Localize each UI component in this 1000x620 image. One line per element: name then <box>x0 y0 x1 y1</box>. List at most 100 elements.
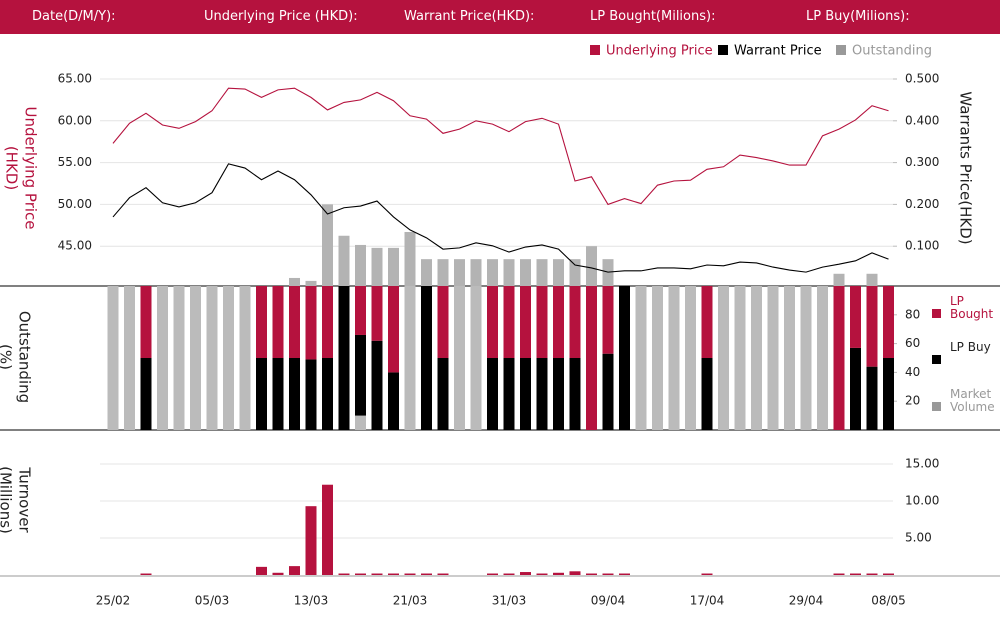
tick-label: 60 <box>905 336 920 350</box>
header-field: LP Bought(Milions): <box>590 9 716 24</box>
legend-label: Underlying Price <box>606 44 713 59</box>
price-line <box>112 87 889 206</box>
x-tick-label: 09/04 <box>591 594 626 608</box>
axis-label: (%) <box>0 344 15 370</box>
stack-segment <box>503 358 515 430</box>
stack-segment <box>767 286 779 430</box>
stack-segment <box>652 286 663 430</box>
stack-segment <box>602 353 614 430</box>
x-tick-label: 25/02 <box>96 594 131 608</box>
tick-label: 10.00 <box>905 494 939 508</box>
outstanding-bar <box>833 273 845 288</box>
tick-label: 40 <box>905 365 920 379</box>
x-tick-label: 29/04 <box>789 594 824 608</box>
legend-label: LP Bought <box>950 294 994 321</box>
stack-segment <box>470 286 482 430</box>
stack-segment <box>520 358 531 430</box>
x-tick-label: 08/05 <box>871 594 906 608</box>
header-bar: Date(D/M/Y): Underlying Price (HKD): War… <box>0 0 1000 34</box>
stack-segment <box>256 286 267 358</box>
turnover-bar <box>883 573 894 575</box>
turnover-bar <box>520 572 531 575</box>
outstanding-bar <box>470 259 482 288</box>
outstanding-bar <box>536 259 548 288</box>
turnover-bar <box>289 566 300 575</box>
turnover-bar <box>701 573 713 575</box>
outstanding-bar <box>586 246 597 288</box>
outstanding-bar <box>503 259 515 288</box>
stack-segment <box>569 286 581 358</box>
outstanding-bar <box>866 273 878 288</box>
outstanding-bar <box>338 235 350 288</box>
outstanding-bar <box>602 259 614 288</box>
outstanding-bar <box>553 259 564 288</box>
stack-segment <box>866 286 878 367</box>
turnover-bar <box>569 571 581 575</box>
stack-segment <box>355 415 366 430</box>
stack-segment <box>866 366 878 430</box>
outstanding-bar <box>305 280 317 288</box>
stack-segment <box>850 286 861 348</box>
stack-segment <box>833 286 845 430</box>
tick-label: 0.100 <box>905 239 939 253</box>
legend-swatch <box>932 309 941 318</box>
turnover-bar <box>404 573 416 575</box>
x-tick-label: 17/04 <box>690 594 725 608</box>
outstanding-bar <box>322 204 333 288</box>
stack-segment <box>602 286 614 354</box>
stack-segment <box>140 286 152 358</box>
stack-segment <box>107 286 119 430</box>
legend-swatch <box>836 45 846 55</box>
legend-swatch <box>718 45 728 55</box>
tick-label: 45.00 <box>58 239 92 253</box>
turnover-bar <box>140 573 152 575</box>
stack-segment <box>635 286 647 430</box>
axis-label: Turnover <box>16 466 34 533</box>
stack-segment <box>553 286 564 358</box>
stack-segment <box>272 358 284 430</box>
stack-segment <box>553 358 564 430</box>
stack-segment <box>272 286 284 358</box>
stack-segment <box>536 358 548 430</box>
tick-label: 0.500 <box>905 72 939 86</box>
axis-label: (Millions) <box>0 466 15 534</box>
tick-label: 60.00 <box>58 113 92 127</box>
stack-segment <box>289 286 300 358</box>
stack-segment <box>206 286 218 430</box>
turnover-bar <box>272 572 284 575</box>
stack-segment <box>668 286 680 430</box>
x-tick-label: 21/03 <box>393 594 428 608</box>
axis-label: (HKD) <box>3 146 21 190</box>
turnover-bar <box>602 573 614 575</box>
header-field: Underlying Price (HKD): <box>204 9 358 24</box>
tick-label: 65.00 <box>58 72 92 86</box>
stack-segment <box>883 358 894 430</box>
stack-segment <box>124 286 135 430</box>
stack-segment <box>734 286 746 430</box>
tick-label: 55.00 <box>58 155 92 169</box>
stack-segment <box>520 286 531 358</box>
turnover-bar <box>503 573 515 575</box>
stack-segment <box>239 286 251 430</box>
stack-segment <box>701 358 713 430</box>
legend-swatch <box>932 402 941 411</box>
outstanding-bar <box>437 259 449 288</box>
legend-label: Market Volume <box>950 387 995 414</box>
stack-segment <box>685 286 696 430</box>
header-field: LP Buy(Milions): <box>806 9 910 24</box>
x-tick-label: 05/03 <box>195 594 230 608</box>
stack-segment <box>437 286 449 358</box>
stack-segment <box>784 286 795 430</box>
turnover-bar <box>305 506 317 575</box>
stack-segment <box>256 358 267 430</box>
legend-label: LP Buy <box>950 340 991 354</box>
stack-segment <box>305 359 317 430</box>
stack-segment <box>173 286 185 430</box>
tick-label: 15.00 <box>905 457 939 471</box>
legend-label: Outstanding <box>852 44 932 59</box>
legend-label: Warrant Price <box>734 44 822 59</box>
turnover-bar <box>338 573 350 575</box>
stack-segment <box>487 286 498 358</box>
